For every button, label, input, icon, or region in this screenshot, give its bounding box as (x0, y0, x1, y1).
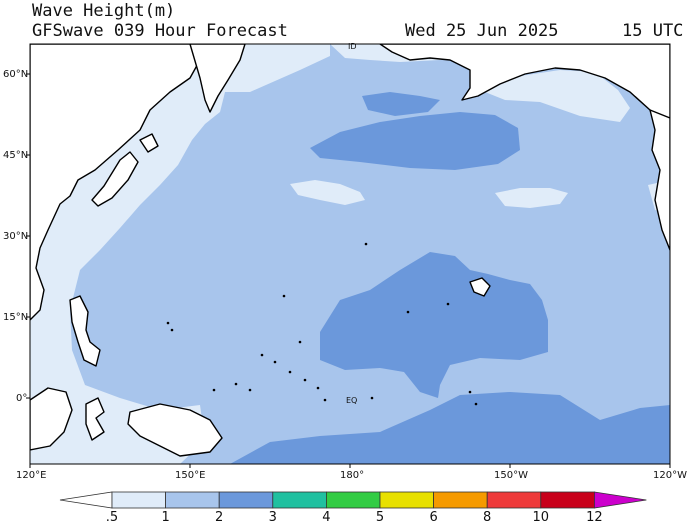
lat-label-15n: 15°N (3, 312, 28, 323)
land-borneo (30, 387, 73, 451)
island-dot (406, 310, 410, 314)
colorbar-bin (218, 491, 274, 509)
island-dot (446, 302, 450, 306)
colorbar-bin (540, 491, 595, 509)
chart-title: Wave Height(m) (32, 1, 176, 21)
forecast-time: 15 UTC (622, 21, 684, 41)
island-dot (316, 386, 320, 390)
lon-label-120e: 120°E (16, 470, 46, 481)
dateline-label: ID (348, 42, 357, 51)
colorbar-bin (379, 491, 434, 509)
ocean-2-3m-central (320, 252, 548, 398)
ocean-2-3m-south (230, 392, 670, 464)
land-hokkaido (139, 133, 159, 153)
lat-axis: 60°N 45°N 30°N 15°N 0° (3, 69, 30, 404)
island-dot (288, 370, 292, 374)
island-dot (273, 360, 277, 364)
island-dot (474, 402, 478, 406)
lon-label-120w: 120°W (653, 470, 687, 481)
ocean-light-ne-alaska (480, 70, 630, 122)
island-dot (468, 390, 472, 394)
land-hawaii (469, 277, 491, 297)
lat-label-60n: 60°N (3, 69, 28, 80)
island-dot (370, 396, 374, 400)
island-dot (282, 294, 286, 298)
forecast-label: GFSwave 039 Hour Forecast (32, 21, 288, 41)
lat-label-45n: 45°N (3, 150, 28, 161)
island-dot (212, 388, 216, 392)
land-japan-honshu (91, 151, 139, 207)
ocean-2-3m-north-band (362, 92, 440, 116)
colorbar-bin (272, 491, 327, 509)
island-dot (364, 242, 368, 246)
land-asia (30, 44, 201, 321)
colorbar-bin (486, 491, 542, 509)
colorbar-under-triangle (59, 491, 113, 509)
colorbar-label: 4 (322, 510, 330, 525)
land-kamchatka (189, 44, 246, 113)
island-dot (234, 382, 238, 386)
forecast-date: Wed 25 Jun 2025 (405, 21, 559, 41)
colorbar-label: 10 (533, 510, 550, 525)
land-areas (30, 44, 670, 457)
colorbar: .5 1 2 3 4 5 6 8 10 12 (59, 491, 647, 525)
lat-label-30n: 30°N (3, 231, 28, 242)
colorbar-bin (433, 491, 488, 509)
lon-axis: 120°E 150°E 180° 150°W 120°W (16, 464, 687, 481)
colorbar-bin (325, 491, 381, 509)
colorbar-label: .5 (106, 510, 118, 525)
small-islands (166, 242, 478, 406)
ocean-2-3m-north-pacific (310, 112, 520, 170)
lon-label-150w: 150°W (494, 470, 528, 481)
colorbar-label: 6 (429, 510, 437, 525)
land-philippines (69, 295, 101, 367)
lon-label-180: 180° (340, 470, 364, 481)
colorbar-bin (165, 491, 220, 509)
lat-label-0: 0° (16, 393, 27, 404)
colorbar-label: 2 (215, 510, 223, 525)
colorbar-label: 3 (269, 510, 277, 525)
island-dot (260, 353, 264, 357)
colorbar-over-triangle (594, 491, 647, 509)
colorbar-label: 1 (161, 510, 169, 525)
ocean-light-patch-2 (495, 188, 568, 208)
lon-label-150e: 150°E (175, 470, 205, 481)
colorbar-label: 5 (376, 510, 384, 525)
island-dot (170, 328, 174, 332)
colorbar-label: 8 (483, 510, 491, 525)
island-dot (298, 340, 302, 344)
land-new-guinea (127, 403, 223, 457)
colorbar-bin (111, 491, 166, 509)
land-north-america (649, 109, 670, 251)
island-dot (248, 388, 252, 392)
colorbar-label: 12 (586, 510, 603, 525)
equator-label: EQ (346, 396, 357, 405)
island-dot (303, 378, 307, 382)
land-sulawesi (85, 397, 105, 441)
island-dot (323, 398, 327, 402)
island-dot (166, 321, 170, 325)
ocean-light-patch-1 (290, 180, 365, 205)
